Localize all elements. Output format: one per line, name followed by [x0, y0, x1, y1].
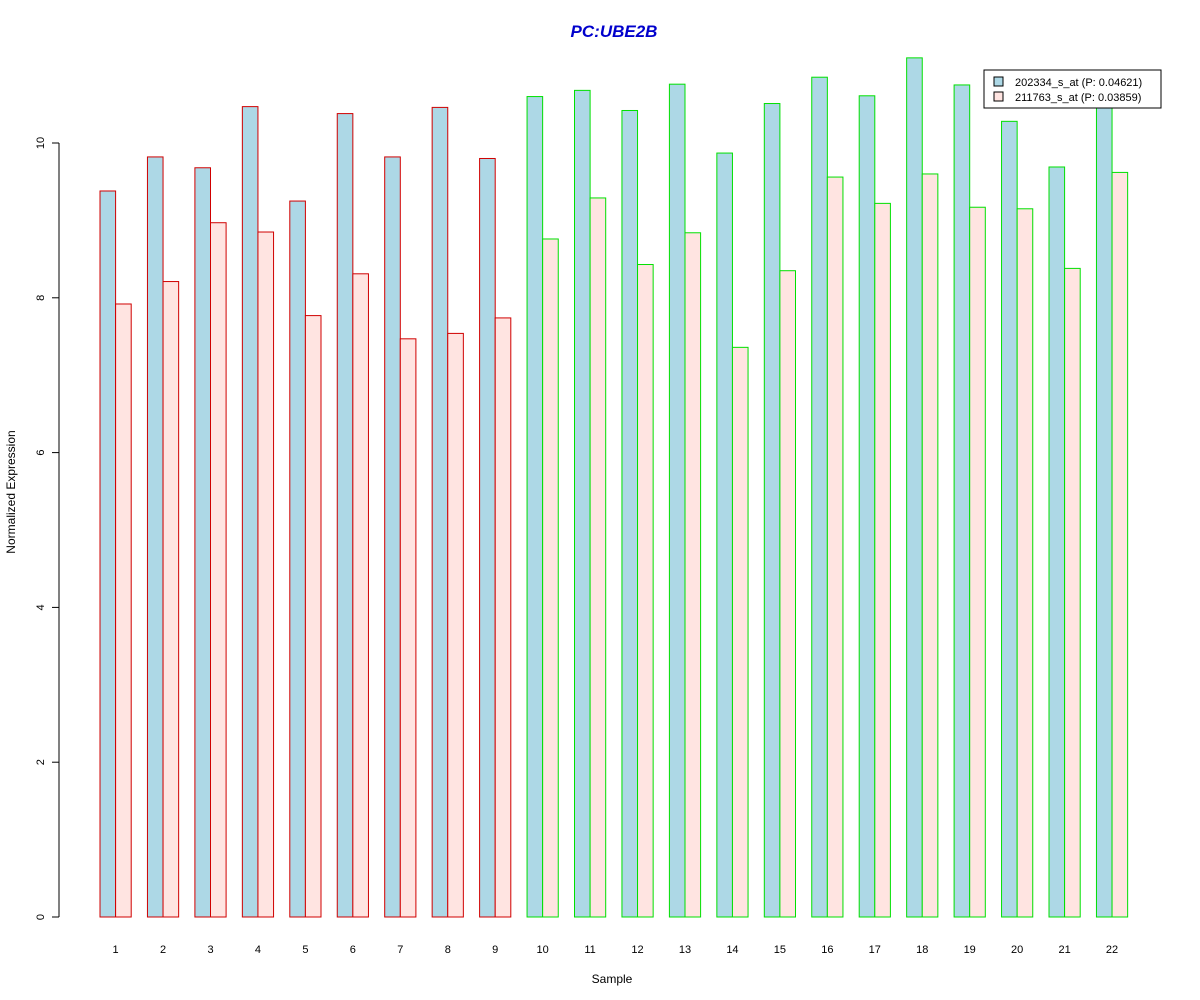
- legend-label-2: 211763_s_at (P: 0.03859): [1015, 92, 1141, 104]
- bar-s2-sample-16: [826, 176, 844, 918]
- bar-s1-sample-6: [336, 113, 354, 918]
- y-tick-label: 0: [35, 914, 47, 920]
- x-tick-label: 17: [869, 944, 881, 956]
- bar-s1-sample-3: [194, 167, 211, 918]
- bar-s1-sample-11: [574, 89, 591, 918]
- legend-swatch-1: [993, 76, 1004, 87]
- y-tick-label: 2: [35, 759, 47, 765]
- y-tick-label: 10: [35, 137, 47, 149]
- x-tick-label: 18: [916, 944, 928, 956]
- bar-s2-sample-10: [542, 238, 559, 918]
- bar-s1-sample-2: [146, 156, 164, 918]
- bar-s2-sample-5: [304, 315, 322, 918]
- bar-s2-sample-13: [684, 232, 702, 918]
- bar-s2-sample-14: [731, 346, 749, 918]
- legend-swatch-2: [993, 91, 1004, 102]
- bar-s2-sample-1: [115, 303, 132, 918]
- y-tick-label: 6: [35, 450, 47, 456]
- x-tick-label: 1: [113, 944, 119, 956]
- bar-s2-sample-17: [874, 202, 891, 918]
- bar-s2-sample-9: [494, 317, 512, 918]
- bar-s1-sample-1: [99, 190, 117, 918]
- x-tick-label: 15: [774, 944, 786, 956]
- legend: 202334_s_at (P: 0.04621) 211763_s_at (P: …: [983, 69, 1162, 109]
- bar-s2-sample-4: [257, 231, 275, 918]
- x-tick-label: 7: [397, 944, 403, 956]
- bar-s1-sample-13: [668, 83, 686, 918]
- bar-s2-sample-19: [969, 206, 986, 918]
- bar-s2-sample-7: [399, 338, 417, 918]
- x-tick-label: 16: [821, 944, 833, 956]
- x-tick-label: 12: [631, 944, 643, 956]
- bar-s2-sample-15: [779, 270, 797, 918]
- x-tick-label: 9: [492, 944, 498, 956]
- legend-label-1: 202334_s_at (P: 0.04621): [1015, 77, 1142, 89]
- bar-s2-sample-21: [1064, 267, 1081, 918]
- x-tick-label: 4: [255, 944, 261, 956]
- bar-s1-sample-18: [906, 57, 923, 918]
- x-tick-label: 10: [537, 944, 549, 956]
- bar-s2-sample-12: [637, 264, 654, 918]
- bar-s1-sample-20: [1001, 120, 1018, 918]
- bar-s1-sample-5: [289, 200, 306, 918]
- x-tick-label: 3: [207, 944, 213, 956]
- bar-s2-sample-2: [162, 281, 180, 918]
- bar-s1-sample-19: [953, 84, 971, 918]
- bar-s1-sample-12: [621, 109, 639, 918]
- y-axis-label: Normalized Expression: [4, 430, 18, 553]
- bars: [99, 57, 1129, 918]
- bar-s2-sample-8: [447, 332, 464, 918]
- x-tick-label: 8: [445, 944, 451, 956]
- bar-s1-sample-8: [431, 106, 449, 918]
- y-tick-label: 8: [35, 295, 47, 301]
- bar-s1-sample-7: [384, 156, 401, 918]
- legend-box: [983, 69, 1162, 109]
- x-tick-labels: 1 2 3 4 5 6 7 8 9 10 11 12 13 14 15 16 17 18 19 20 21 22: [113, 944, 1119, 956]
- x-tick-label: 5: [302, 944, 308, 956]
- bar-s2-sample-3: [210, 222, 227, 918]
- x-tick-label: 19: [964, 944, 976, 956]
- bar-s1-sample-4: [241, 106, 259, 918]
- x-tick-label: 22: [1106, 944, 1118, 956]
- x-tick-label: 14: [726, 944, 738, 956]
- bar-s2-sample-11: [589, 197, 607, 918]
- bar-s2-sample-6: [352, 273, 369, 918]
- chart-title: PC:UBE2B: [571, 22, 658, 41]
- x-tick-label: 20: [1011, 944, 1023, 956]
- bar-s1-sample-15: [763, 103, 781, 918]
- bar-s2-sample-18: [921, 173, 939, 918]
- bar-s1-sample-17: [858, 95, 876, 918]
- bar-s1-sample-21: [1048, 166, 1066, 918]
- bar-s1-sample-9: [479, 157, 496, 918]
- x-tick-label: 2: [160, 944, 166, 956]
- x-tick-label: 11: [584, 944, 595, 956]
- bar-s1-sample-16: [811, 76, 828, 918]
- bar-s1-sample-10: [526, 96, 544, 918]
- y-tick-label: 4: [35, 604, 47, 610]
- x-tick-label: 6: [350, 944, 356, 956]
- bar-s2-sample-20: [1016, 208, 1034, 918]
- y-axis: 0 2 4 6 8 10: [35, 137, 60, 920]
- bar-s1-sample-14: [716, 152, 733, 918]
- bar-s1-sample-22: [1095, 105, 1113, 918]
- bar-s2-sample-22: [1111, 171, 1129, 918]
- x-tick-label: 21: [1058, 944, 1070, 956]
- x-axis-label: Sample: [592, 972, 633, 986]
- x-tick-label: 13: [679, 944, 691, 956]
